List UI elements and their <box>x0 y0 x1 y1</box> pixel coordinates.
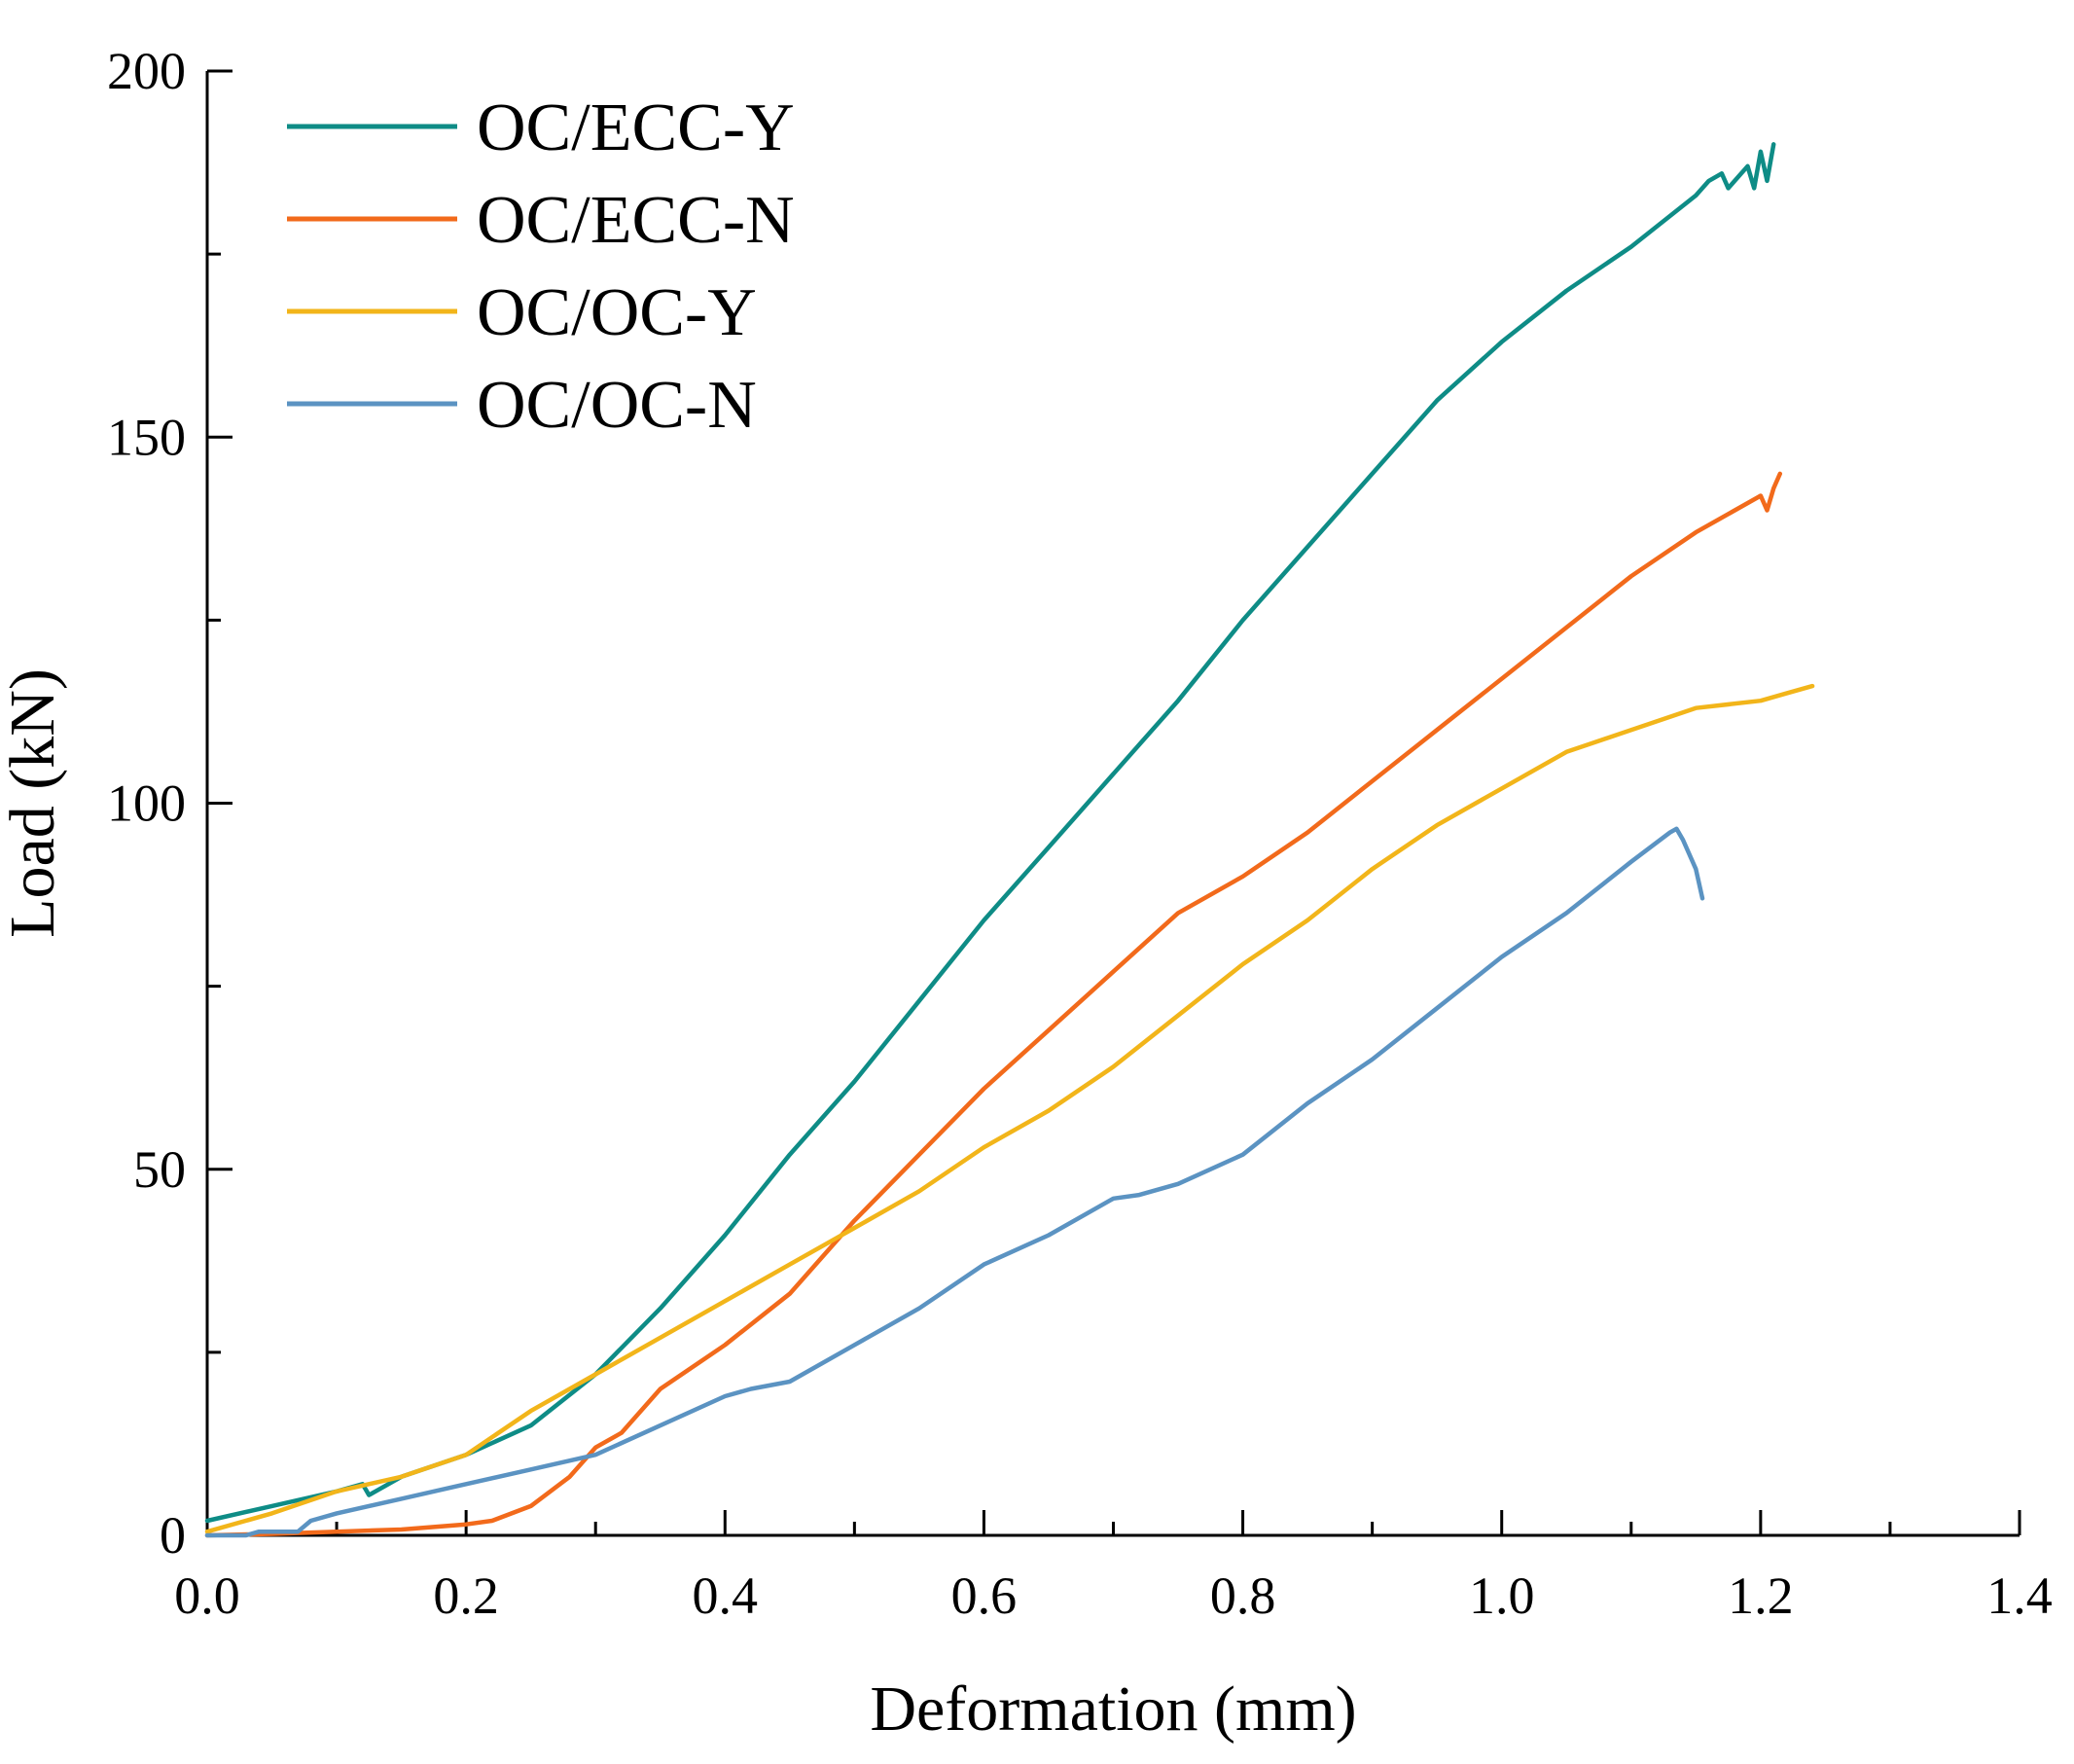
y-tick-label: 100 <box>107 774 186 833</box>
x-axis-title: Deformation (mm) <box>870 1674 1356 1745</box>
axes-layer: 0.0 0.2 0.4 0.6 0.8 1.0 1.2 1.4 0 50 100 150 200 <box>107 42 2053 1625</box>
x-tick-label: 1.2 <box>1728 1566 1794 1625</box>
series-line-2 <box>204 471 1783 1538</box>
series-line-3 <box>204 683 1815 1534</box>
x-tick-label: 0.6 <box>951 1566 1018 1625</box>
x-tick-label: 0.2 <box>433 1566 499 1625</box>
x-tick-label: 0.0 <box>174 1566 240 1625</box>
legend: OC/ECC-Y OC/ECC-N OC/OC-Y OC/OC-N <box>287 90 795 443</box>
legend-label: OC/ECC-N <box>477 183 795 258</box>
y-tick-label: 150 <box>107 408 186 466</box>
y-tick-label: 0 <box>160 1506 186 1565</box>
legend-label: OC/ECC-Y <box>477 90 795 165</box>
legend-label: OC/OC-N <box>477 368 757 443</box>
x-tick-label: 1.4 <box>1986 1566 2053 1625</box>
series-line-1 <box>204 142 1776 1524</box>
y-tick-label: 200 <box>107 42 186 100</box>
y-tick-label: 50 <box>133 1140 186 1199</box>
y-axis-title: Load (kN) <box>0 668 68 938</box>
legend-label: OC/OC-Y <box>477 275 757 350</box>
series-line-4 <box>204 826 1705 1538</box>
series-layer <box>204 142 1815 1538</box>
x-tick-label: 0.4 <box>693 1566 759 1625</box>
x-tick-label: 1.0 <box>1469 1566 1535 1625</box>
x-tick-label: 0.8 <box>1210 1566 1276 1625</box>
